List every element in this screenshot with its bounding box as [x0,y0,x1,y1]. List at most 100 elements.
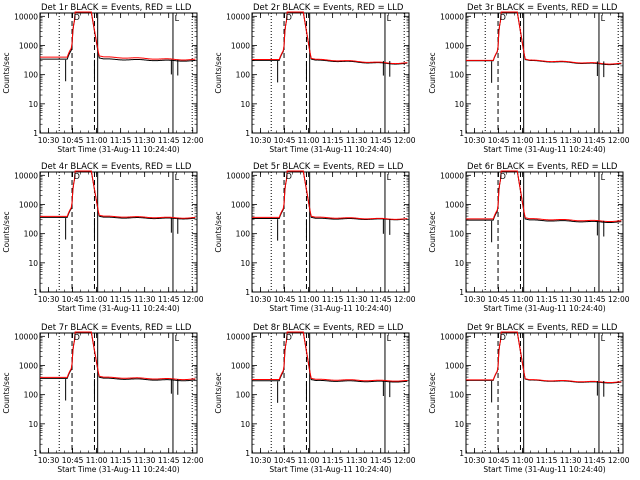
lld-series-line [40,11,196,61]
events-series-line [252,170,408,221]
y-tick-label: 1000 [19,200,38,209]
x-tick-label: 10:45 [274,456,296,465]
y-tick-label: 10000 [226,12,250,21]
chart-panel: Det 9r BLACK = Events, RED = LLD 1 10 100 10… [428,323,630,474]
y-axis-label: Counts/sec [2,211,11,252]
y-tick-label: 1 [33,449,38,458]
lld-series-line [466,331,622,384]
y-tick-label: 10 [454,100,464,109]
marker-label: D [286,333,292,342]
x-tick-label: 11:00 [298,456,320,465]
chart-panel: Det 8r BLACK = Events, RED = LLD 1 10 100 10… [214,323,416,474]
y-tick-label: 100 [450,230,465,239]
plot-frame [39,12,198,134]
y-tick-label: 10000 [226,332,250,341]
x-tick-label: 11:30 [346,136,368,145]
x-axis-label: Start Time (31-Aug-11 10:24:40) [483,304,605,313]
y-axis-label: Counts/sec [214,372,223,413]
y-axis-label: Counts/sec [428,211,437,252]
y-tick-label: 10000 [440,12,464,21]
y-tick-label: 1000 [445,200,464,209]
x-tick-label: 11:45 [370,136,392,145]
marker-label: D [286,13,292,22]
x-tick-label: 11:00 [86,136,108,145]
x-tick-label: 10:30 [38,295,60,304]
plot-frame [251,171,410,293]
x-tick-label: 11:15 [322,456,344,465]
x-tick-label: 11:45 [584,295,606,304]
chart-title: Det 3r BLACK = Events, RED = LLD [467,3,618,13]
x-tick-label: 10:45 [488,295,510,304]
x-tick-label: 11:00 [298,136,320,145]
x-tick-label: 10:45 [62,456,84,465]
lld-series-line [466,11,622,65]
x-axis-label: Start Time (31-Aug-11 10:24:40) [269,304,391,313]
lld-series-line [466,170,622,223]
x-axis-label: Start Time (31-Aug-11 10:24:40) [57,145,179,154]
y-tick-label: 1 [245,129,250,138]
y-tick-label: 100 [24,230,39,239]
chart-title: Det 5r BLACK = Events, RED = LLD [253,162,404,172]
y-tick-label: 10000 [14,171,38,180]
chart-title: Det 6r BLACK = Events, RED = LLD [467,162,618,172]
x-tick-label: 11:15 [322,295,344,304]
x-axis-label: Start Time (31-Aug-11 10:24:40) [57,465,179,474]
x-tick-label: 10:30 [464,456,486,465]
y-tick-label: 10 [454,420,464,429]
x-tick-label: 12:00 [394,136,416,145]
lld-series-line [252,170,408,220]
x-tick-label: 12:00 [182,136,204,145]
y-tick-label: 1000 [19,361,38,370]
x-tick-label: 11:30 [134,456,156,465]
marker-label: D [74,172,80,181]
x-tick-label: 11:30 [560,136,582,145]
x-tick-label: 11:15 [536,295,558,304]
x-tick-label: 12:00 [182,456,204,465]
y-tick-label: 1 [245,288,250,297]
corner-label: L [601,14,606,23]
marker-label: D [500,172,506,181]
y-tick-label: 10 [28,259,38,268]
y-tick-label: 1 [33,288,38,297]
x-tick-label: 10:45 [488,136,510,145]
x-axis-label: Start Time (31-Aug-11 10:24:40) [269,465,391,474]
chart-title: Det 1r BLACK = Events, RED = LLD [41,3,192,13]
y-tick-label: 1 [245,449,250,458]
chart-panel: Det 2r BLACK = Events, RED = LLD 1 10 100 10… [214,3,416,154]
x-tick-label: 11:45 [370,295,392,304]
x-axis-label: Start Time (31-Aug-11 10:24:40) [269,145,391,154]
y-tick-label: 100 [236,71,251,80]
plot-frame [251,332,410,454]
x-axis-label: Start Time (31-Aug-11 10:24:40) [483,465,605,474]
x-tick-label: 11:15 [536,136,558,145]
x-tick-label: 11:45 [584,456,606,465]
plot-frame [465,12,624,134]
y-tick-label: 10 [28,100,38,109]
x-tick-label: 11:30 [346,295,368,304]
plot-frame [39,171,198,293]
y-tick-label: 1 [459,129,464,138]
x-tick-label: 11:45 [158,295,180,304]
x-tick-label: 11:00 [86,295,108,304]
y-axis-label: Counts/sec [428,372,437,413]
x-tick-label: 11:30 [134,295,156,304]
chart-panel: Det 7r BLACK = Events, RED = LLD 1 10 100 10… [2,323,204,474]
y-tick-label: 1000 [445,361,464,370]
corner-label: L [175,14,180,23]
y-tick-label: 1000 [231,361,250,370]
x-tick-label: 10:30 [250,136,272,145]
y-tick-label: 10000 [440,332,464,341]
y-tick-label: 100 [24,391,39,400]
x-tick-label: 10:30 [38,456,60,465]
y-tick-label: 10 [240,100,250,109]
x-tick-label: 11:00 [512,456,534,465]
y-tick-label: 100 [24,71,39,80]
chart-title: Det 9r BLACK = Events, RED = LLD [467,323,618,333]
x-axis-label: Start Time (31-Aug-11 10:24:40) [57,304,179,313]
corner-label: L [387,334,392,343]
marker-label: D [74,333,80,342]
x-tick-label: 12:00 [394,295,416,304]
y-tick-label: 100 [450,71,465,80]
y-tick-label: 100 [236,230,251,239]
plot-frame [39,332,198,454]
